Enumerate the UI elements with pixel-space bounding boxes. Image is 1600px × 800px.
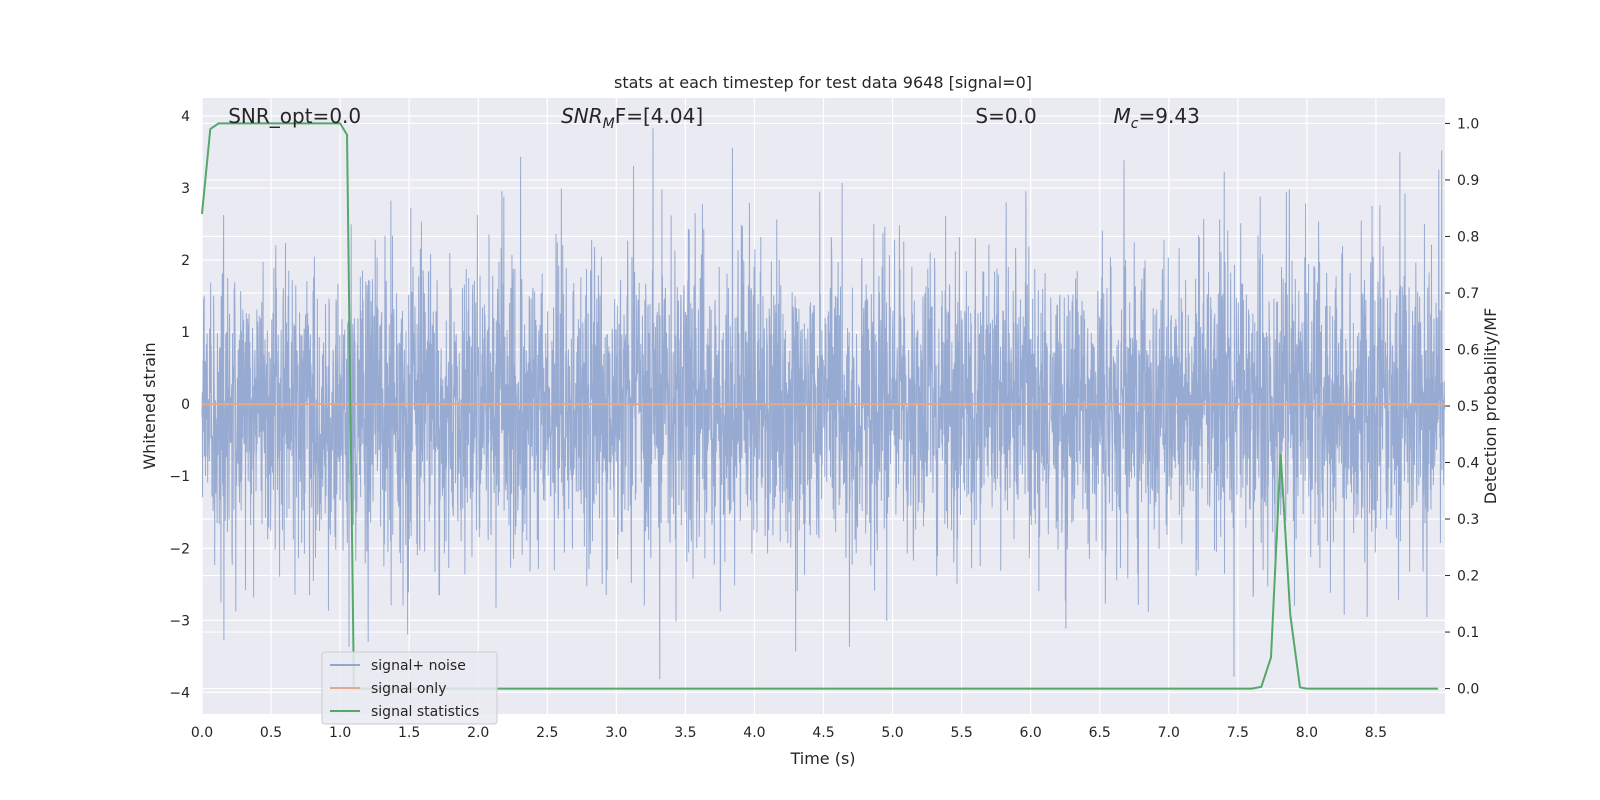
y-tick-label: 1 <box>181 325 190 341</box>
annotation-snr-opt: SNR_opt=0.0 <box>228 104 361 128</box>
signal-noise-line <box>201 128 1446 680</box>
x-axis-ticks: 0.0 0.5 1.0 1.5 2.0 2.5 3.0 3.5 4.0 4.5 5.0 5.5 6.0 6… <box>191 725 1387 741</box>
x-tick-label: 7.0 <box>1158 725 1180 741</box>
y-tick-label: 2 <box>181 253 190 269</box>
signal-noise-series <box>201 128 1446 680</box>
y-tick-label: 4 <box>181 109 190 125</box>
y-tick-label: 3 <box>181 181 190 197</box>
x-tick-label: 5.0 <box>881 725 903 741</box>
y2-tick-label: 0.9 <box>1457 173 1479 189</box>
y2-tick-label: 0.7 <box>1457 286 1479 302</box>
x-tick-label: 7.5 <box>1227 725 1249 741</box>
x-tick-label: 8.0 <box>1296 725 1318 741</box>
legend: signal+ noise signal only signal statist… <box>321 651 498 725</box>
legend-label-signal-only: signal only <box>371 681 446 697</box>
y-tick-label: 0 <box>181 397 190 413</box>
y-tick-label: −3 <box>169 613 190 629</box>
y-axis-ticks: −4 −3 −2 −1 0 1 2 3 4 <box>169 109 190 701</box>
y2-axis-label: Detection probability/MF <box>1481 308 1500 505</box>
y2-tick-label: 0.4 <box>1457 456 1479 472</box>
x-tick-label: 2.0 <box>467 725 489 741</box>
x-tick-label: 1.0 <box>329 725 351 741</box>
signal-statistics-series <box>201 122 1439 690</box>
annotation-s-stat: S=0.0 <box>975 104 1036 128</box>
x-tick-label: 0.5 <box>260 725 282 741</box>
annotation-snr-mf: SNRMF=[4.04] <box>561 104 703 132</box>
y2-tick-label: 1.0 <box>1457 116 1479 132</box>
y2-tick-label: 0.3 <box>1457 512 1479 528</box>
x-tick-label: 3.5 <box>674 725 696 741</box>
x-axis-label: Time (s) <box>789 749 855 768</box>
y-tick-label: −2 <box>169 541 190 557</box>
x-tick-label: 2.5 <box>536 725 558 741</box>
x-tick-label: 0.0 <box>191 725 213 741</box>
x-tick-label: 3.0 <box>605 725 627 741</box>
x-tick-label: 5.5 <box>950 725 972 741</box>
y2-tick-label: 0.1 <box>1457 625 1479 641</box>
y2-tick-label: 0.5 <box>1457 399 1479 415</box>
y2-tick-label: 0.6 <box>1457 342 1479 358</box>
x-tick-label: 8.5 <box>1365 725 1387 741</box>
x-tick-label: 6.0 <box>1020 725 1042 741</box>
legend-label-signal-statistics: signal statistics <box>371 704 479 720</box>
signal-statistics-line <box>201 122 1439 690</box>
y2-tick-label: 0.0 <box>1457 682 1479 698</box>
x-tick-label: 1.5 <box>398 725 420 741</box>
legend-box <box>321 651 498 725</box>
x-tick-label: 4.0 <box>743 725 765 741</box>
y-tick-label: −4 <box>169 685 190 701</box>
x-tick-label: 6.5 <box>1089 725 1111 741</box>
annotation-chirp-mass: Mc=9.43 <box>1114 104 1200 132</box>
x-tick-label: 4.5 <box>812 725 834 741</box>
y2-axis-ticks: 0.0 0.1 0.2 0.3 0.4 0.5 0.6 0.7 0.8 0.9 1.0 <box>1445 116 1479 698</box>
y2-tick-label: 0.8 <box>1457 229 1479 245</box>
chart-title: stats at each timestep for test data 964… <box>614 73 1032 92</box>
y-tick-label: −1 <box>169 469 190 485</box>
legend-label-signal-noise: signal+ noise <box>371 658 466 674</box>
y-axis-label: Whitened strain <box>140 342 159 469</box>
y2-tick-label: 0.2 <box>1457 569 1479 585</box>
